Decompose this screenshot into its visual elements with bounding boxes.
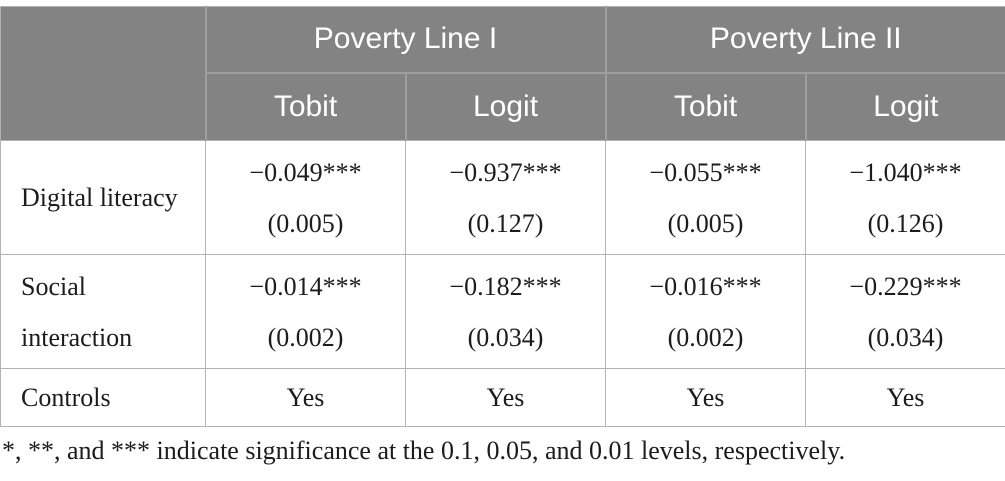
results-table: Poverty Line I Poverty Line II Tobit Log… <box>0 6 1005 427</box>
coef-cell: −0.229*** (0.034) <box>804 254 1005 369</box>
subheader-logit-2: Logit <box>805 72 1005 141</box>
coef-cell: −0.014*** (0.002) <box>205 254 406 369</box>
coefficient: −0.049*** <box>249 157 362 187</box>
corner-cell <box>0 6 207 141</box>
subheader-tobit-2: Tobit <box>605 72 807 141</box>
standard-error: (0.034) <box>867 322 944 352</box>
controls-cell: Yes <box>605 368 806 427</box>
coef-cell: −0.937*** (0.127) <box>405 140 606 255</box>
controls-cell: Yes <box>804 368 1005 427</box>
row-label: Social interaction <box>0 254 206 369</box>
page: Poverty Line I Poverty Line II Tobit Log… <box>0 6 1005 465</box>
coefficient: −0.937*** <box>449 157 562 187</box>
coef-cell: −0.016*** (0.002) <box>605 254 806 369</box>
coefficient: −1.040*** <box>849 157 962 187</box>
coefficient: −0.016*** <box>649 271 762 301</box>
standard-error: (0.005) <box>267 208 344 238</box>
subheader-logit-1: Logit <box>405 72 607 141</box>
coef-cell: −0.182*** (0.034) <box>405 254 606 369</box>
standard-error: (0.127) <box>467 208 544 238</box>
coef-cell: −1.040*** (0.126) <box>804 140 1005 255</box>
table-row-social-interaction: Social interaction −0.014*** (0.002) −0.… <box>0 254 1005 369</box>
coef-cell: −0.055*** (0.005) <box>605 140 806 255</box>
coef-cell: −0.049*** (0.005) <box>205 140 406 255</box>
header-group-row: Poverty Line I Poverty Line II <box>0 6 1005 141</box>
row-label: Digital literacy <box>0 140 206 255</box>
group-header-poverty-line-2: Poverty Line II <box>605 6 1005 74</box>
significance-footnote: *, **, and *** indicate significance at … <box>2 436 846 465</box>
header-sub-row: Tobit Logit Tobit Logit <box>1 72 1005 141</box>
controls-cell: Yes <box>205 368 406 427</box>
standard-error: (0.002) <box>667 322 744 352</box>
subheader-tobit-1: Tobit <box>205 72 407 141</box>
coefficient: −0.182*** <box>449 271 562 301</box>
coefficient: −0.229*** <box>849 271 962 301</box>
coefficient: −0.014*** <box>249 271 362 301</box>
standard-error: (0.002) <box>267 322 344 352</box>
row-label: Controls <box>0 368 206 427</box>
standard-error: (0.005) <box>667 208 744 238</box>
table-row-digital-literacy: Digital literacy −0.049*** (0.005) −0.93… <box>0 140 1005 255</box>
group-header-poverty-line-1: Poverty Line I <box>205 6 607 74</box>
controls-cell: Yes <box>405 368 606 427</box>
coefficient: −0.055*** <box>649 157 762 187</box>
standard-error: (0.034) <box>467 322 544 352</box>
table-row-controls: Controls Yes Yes Yes Yes <box>0 368 1005 427</box>
standard-error: (0.126) <box>867 208 944 238</box>
